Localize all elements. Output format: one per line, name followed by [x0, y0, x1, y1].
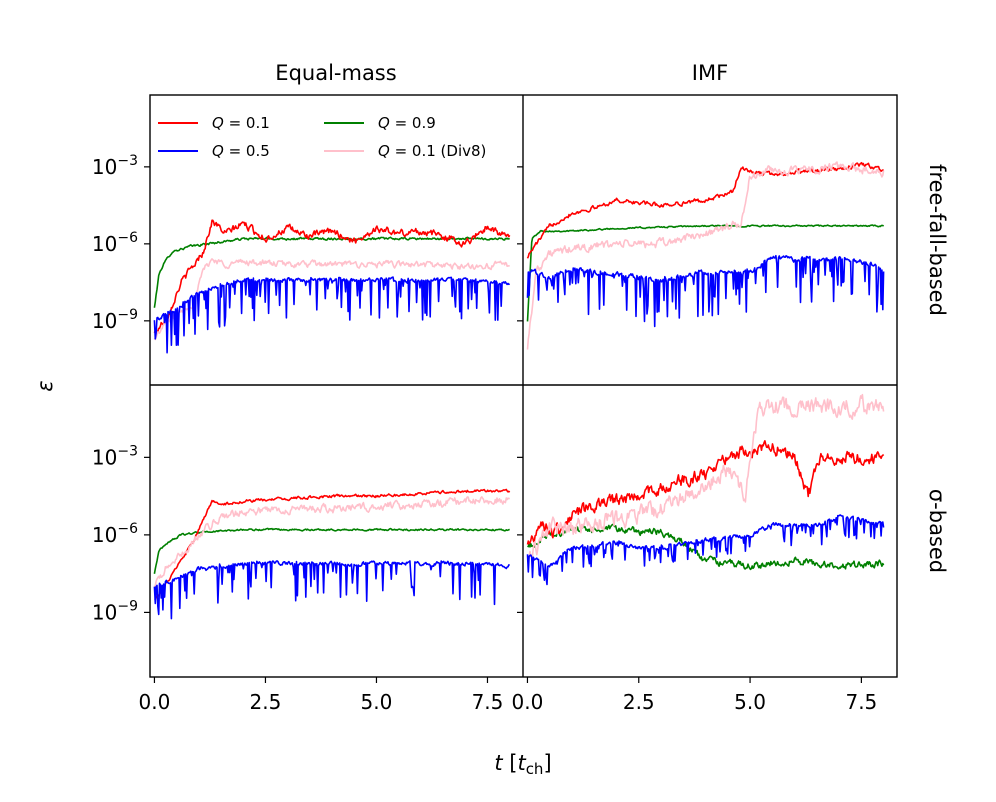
series-line-q05 [526, 254, 885, 328]
series-line-q01 [154, 488, 511, 601]
legend-sym-q09: Q [378, 114, 390, 132]
panel-imf-free-fall [526, 161, 885, 350]
legend-text-div8: = 0.1 (Div8) [390, 142, 487, 160]
panel-equal-mass-sigma [153, 488, 511, 620]
y-tick-label-exponent: −3 [117, 443, 138, 459]
y-tick-label-exponent: −6 [117, 521, 138, 537]
legend-label-q01: Q = 0.1 [212, 114, 270, 132]
x-axis-label-open: [ [503, 751, 518, 775]
panel-group [153, 161, 885, 620]
series-line-div8 [153, 258, 510, 341]
y-axis-label: ε [33, 380, 57, 391]
x-tick-label: 5.0 [361, 690, 393, 714]
series-line-div8 [153, 496, 510, 588]
y-tick-label: 10−6 [92, 230, 138, 256]
x-axis-label: t [tch] [494, 751, 551, 778]
x-tick-label: 0.0 [139, 690, 171, 714]
series-line-q09 [153, 527, 510, 574]
column-title-equal-mass: Equal-mass [275, 61, 396, 85]
series-line-q01 [526, 161, 884, 259]
y-tick-label: 10−9 [92, 598, 138, 624]
series-line-div8 [526, 161, 885, 350]
x-tick-label: 7.5 [845, 690, 877, 714]
y-tick-label: 10−3 [92, 443, 138, 469]
legend-sym-q01: Q [212, 114, 224, 132]
legend-label-q05: Q = 0.5 [212, 142, 270, 160]
y-tick-label-base: 10 [92, 232, 117, 256]
series-line-q01 [526, 439, 885, 545]
y-tick-label-base: 10 [92, 309, 117, 333]
y-tick-label-base: 10 [92, 600, 117, 624]
column-title-imf: IMF [692, 61, 728, 85]
series-line-q09 [526, 224, 885, 322]
x-axis-label-t: t [494, 751, 503, 775]
legend-sym-q05: Q [212, 142, 224, 160]
legend-text-q09: = 0.9 [390, 114, 436, 132]
legend-label-q09: Q = 0.9 [378, 114, 436, 132]
legend-text-q01: = 0.1 [224, 114, 270, 132]
y-tick-label-base: 10 [92, 155, 117, 179]
y-tick-label-base: 10 [92, 523, 117, 547]
x-tick-label: 0.0 [512, 690, 544, 714]
x-tick-label: 2.5 [623, 690, 655, 714]
x-axis-label-tch-t: t [517, 751, 526, 775]
series-line-q05 [153, 276, 510, 354]
panel-frames [149, 94, 898, 678]
x-tick-label: 7.5 [472, 690, 504, 714]
y-tick-label-exponent: −9 [117, 307, 138, 323]
y-tick-label: 10−9 [92, 307, 138, 333]
x-axis-label-ch: ch [526, 760, 544, 778]
y-tick-label-exponent: −6 [117, 230, 138, 246]
y-tick-label-base: 10 [92, 445, 117, 469]
panel-imf-sigma [526, 393, 885, 586]
series-line-q01 [153, 219, 511, 334]
legend-label-div8: Q = 0.1 (Div8) [378, 142, 486, 160]
series-line-q09 [527, 523, 885, 571]
y-tick-label: 10−6 [92, 521, 138, 547]
legend: Q = 0.1 Q = 0.5 Q = 0.9 Q = 0.1 (Div8) [158, 114, 486, 160]
x-tick-label: 5.0 [734, 690, 766, 714]
legend-sym-div8: Q [378, 142, 390, 160]
row-title-free-fall: free-fall-based [925, 164, 949, 316]
x-tick-label: 2.5 [250, 690, 282, 714]
series-line-q05 [526, 514, 885, 586]
x-axis-label-close: ] [543, 751, 551, 775]
y-tick-label: 10−3 [92, 153, 138, 179]
y-tick-label-exponent: −9 [117, 598, 138, 614]
legend-text-q05: = 0.5 [224, 142, 270, 160]
series-line-q05 [153, 560, 510, 620]
axis-ticks: 10−910−610−310−910−610−30.0 2.5 5.0 7.5 0.0 2… [92, 153, 877, 714]
row-title-sigma: σ-based [925, 489, 949, 573]
series-line-div8 [526, 393, 885, 563]
panel-equal-mass-free-fall [153, 219, 511, 354]
y-tick-label-exponent: −3 [117, 153, 138, 169]
